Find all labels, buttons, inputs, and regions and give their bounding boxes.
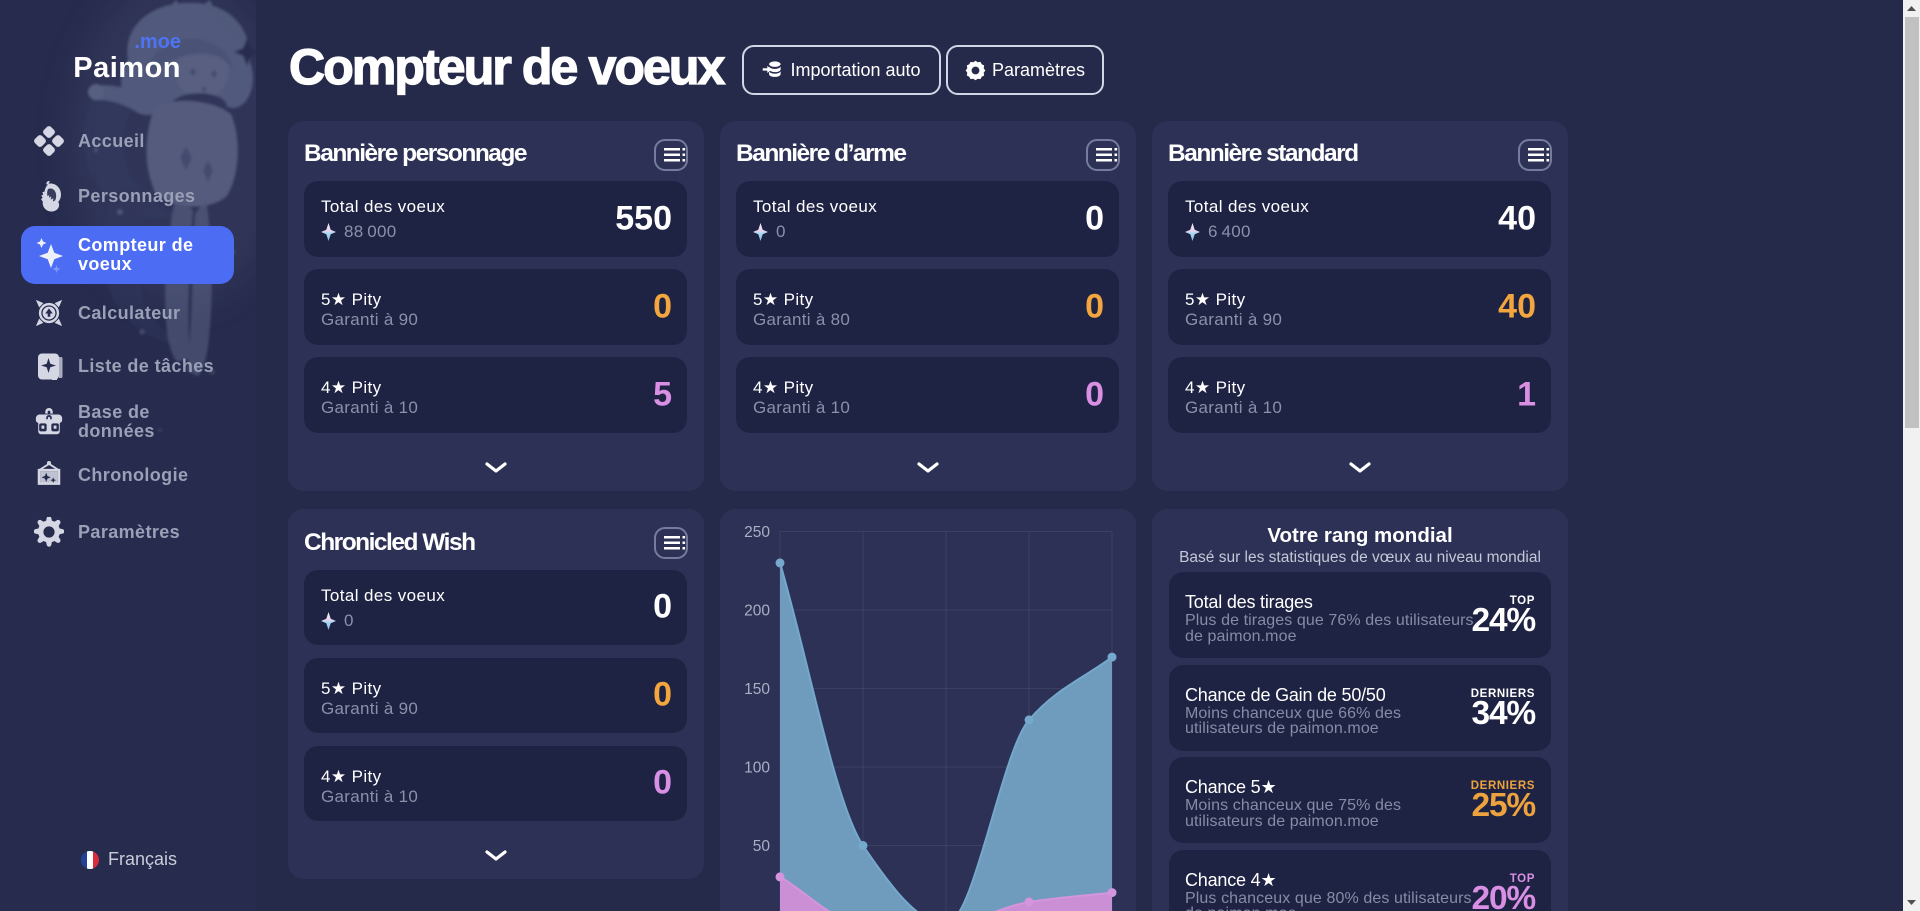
svg-text:50: 50 — [753, 838, 771, 855]
svg-text:150: 150 — [744, 681, 770, 698]
svg-text:100: 100 — [744, 760, 770, 777]
svg-text:250: 250 — [744, 524, 770, 541]
svg-text:200: 200 — [744, 603, 770, 620]
